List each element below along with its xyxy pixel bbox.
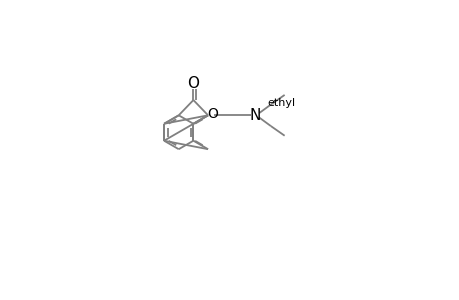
Text: ethyl: ethyl (267, 98, 295, 108)
Text: O: O (207, 107, 218, 121)
Text: N: N (249, 108, 261, 123)
Text: O: O (187, 76, 199, 92)
